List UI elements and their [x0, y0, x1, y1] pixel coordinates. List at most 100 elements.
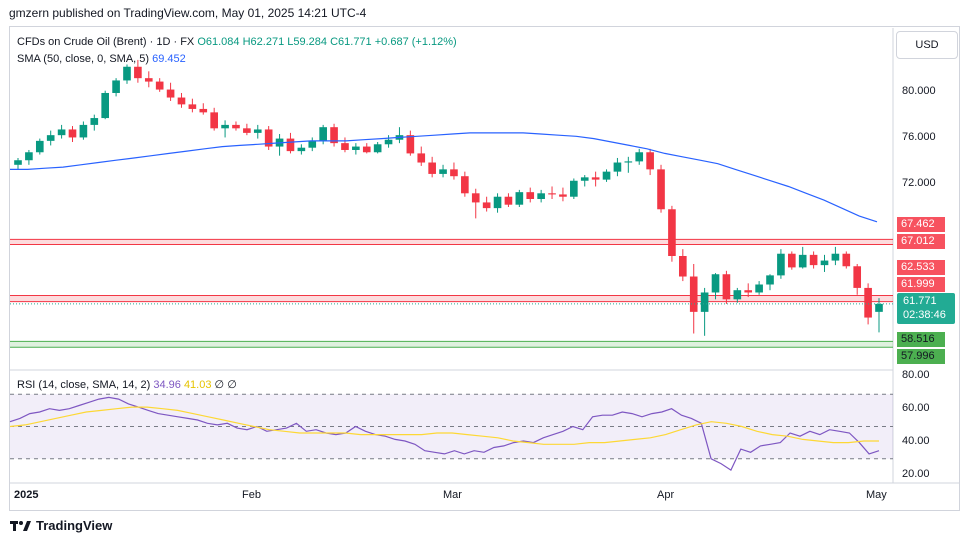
- candle-body: [537, 193, 545, 199]
- candle-body: [14, 160, 22, 165]
- candle-body: [352, 146, 360, 150]
- candle-body: [613, 162, 622, 172]
- time-axis-label: Mar: [443, 489, 462, 501]
- candle-body: [46, 135, 55, 141]
- candle-body: [134, 66, 142, 79]
- candle-body: [90, 118, 99, 125]
- candle-body: [820, 260, 829, 266]
- candle-body: [439, 169, 447, 174]
- candle-body: [286, 138, 295, 152]
- candle-body: [373, 144, 382, 153]
- candle-body: [809, 254, 818, 266]
- candle-body: [57, 129, 66, 136]
- candle-body: [515, 192, 524, 205]
- candle-body: [79, 124, 88, 138]
- time-axis-label: 2025: [14, 489, 39, 501]
- rsi-axis-label: 40.00: [902, 435, 930, 447]
- rsi-extra-2: ∅: [227, 379, 237, 391]
- candle-body: [123, 66, 131, 81]
- candle-body: [264, 129, 273, 147]
- publisher-header: gmzern published on TradingView.com, May…: [9, 6, 367, 20]
- symbol-name: CFDs on Crude Oil (Brent) · 1D · FX: [17, 36, 195, 48]
- horizontal-zone: [10, 341, 893, 348]
- zone1-bottom-tag: 67.012: [897, 234, 945, 249]
- candle-body: [221, 124, 229, 129]
- candle-body: [308, 140, 317, 148]
- candle-body: [831, 253, 840, 261]
- candle-body: [711, 274, 720, 293]
- candle-body: [428, 162, 436, 174]
- candle-body: [362, 146, 371, 153]
- ohlc-change: +0.687 (+1.12%): [374, 36, 457, 48]
- candle-body: [766, 275, 774, 285]
- candle-body: [68, 129, 77, 138]
- currency-button[interactable]: USD: [896, 31, 958, 59]
- candle-body: [689, 276, 698, 312]
- candle-body: [646, 152, 654, 170]
- candle-body: [243, 128, 251, 133]
- footer-brand-text: TradingView: [36, 518, 113, 533]
- candle-body: [679, 256, 687, 277]
- candle-body: [297, 147, 306, 152]
- candle-body: [624, 161, 633, 163]
- candle-body: [853, 266, 862, 288]
- ohlc-open: O61.084: [197, 36, 240, 48]
- candle-body: [570, 180, 578, 197]
- rsi-axis-label: 20.00: [902, 468, 930, 480]
- candle-body: [450, 169, 458, 177]
- candle-body: [559, 194, 567, 197]
- candle-body: [417, 153, 426, 163]
- candle-body: [744, 290, 753, 293]
- candle-body: [777, 253, 785, 276]
- candle-body: [700, 292, 709, 312]
- candle-body: [875, 303, 883, 312]
- candle-body: [155, 81, 164, 90]
- zone2-bottom-tag: 61.999: [897, 277, 945, 292]
- rsi-sma-line: [9, 406, 879, 445]
- candle-body: [232, 124, 240, 129]
- candle-body: [580, 177, 589, 181]
- price-axis-label: 80.000: [902, 85, 936, 97]
- candle-body: [35, 140, 44, 153]
- candle-body: [504, 196, 513, 205]
- zone3-top-tag: 58.516: [897, 332, 945, 347]
- candle-body: [722, 274, 731, 300]
- time-axis-label: Apr: [657, 489, 675, 501]
- rsi-axis-label: 80.00: [902, 369, 930, 381]
- bar-countdown: 02:38:46: [903, 309, 946, 321]
- current-price: 61.771: [903, 295, 937, 307]
- candle-body: [787, 253, 796, 268]
- candle-body: [144, 78, 153, 82]
- footer-brand[interactable]: TradingView: [10, 518, 112, 533]
- candle-body: [330, 127, 338, 144]
- candle-body: [406, 135, 415, 154]
- sma50-line: [10, 132, 878, 223]
- sma-value: 69.452: [152, 53, 186, 65]
- candle-body: [210, 112, 218, 129]
- zone1-top-tag: 67.462: [897, 217, 945, 232]
- price-axis-label: 76.000: [902, 131, 936, 143]
- rsi-legend[interactable]: RSI (14, close, SMA, 14, 2) 34.96 41.03 …: [17, 378, 237, 391]
- chart-frame: [9, 26, 960, 511]
- candle-body: [548, 193, 556, 195]
- candle-body: [177, 97, 186, 105]
- zone2-top-tag: 62.533: [897, 260, 945, 275]
- candle-body: [188, 104, 197, 109]
- candle-body: [591, 177, 600, 180]
- candle-body: [733, 290, 742, 300]
- candle-body: [657, 169, 665, 210]
- candle-body: [384, 139, 393, 145]
- candle-body: [668, 209, 676, 256]
- sma-label: SMA (50, close, 0, SMA, 5): [17, 53, 150, 65]
- price-axis-label: 72.000: [902, 177, 936, 189]
- horizontal-zone: [10, 239, 893, 245]
- symbol-legend[interactable]: CFDs on Crude Oil (Brent) · 1D · FX O61.…: [17, 36, 457, 48]
- candle-body: [166, 89, 175, 98]
- time-axis-label: May: [866, 489, 887, 501]
- candle-body: [253, 129, 262, 133]
- tradingview-logo-icon: [10, 520, 31, 531]
- candle-body: [798, 254, 807, 268]
- time-axis-label: Feb: [242, 489, 261, 501]
- sma-legend[interactable]: SMA (50, close, 0, SMA, 5) 69.452: [17, 53, 186, 65]
